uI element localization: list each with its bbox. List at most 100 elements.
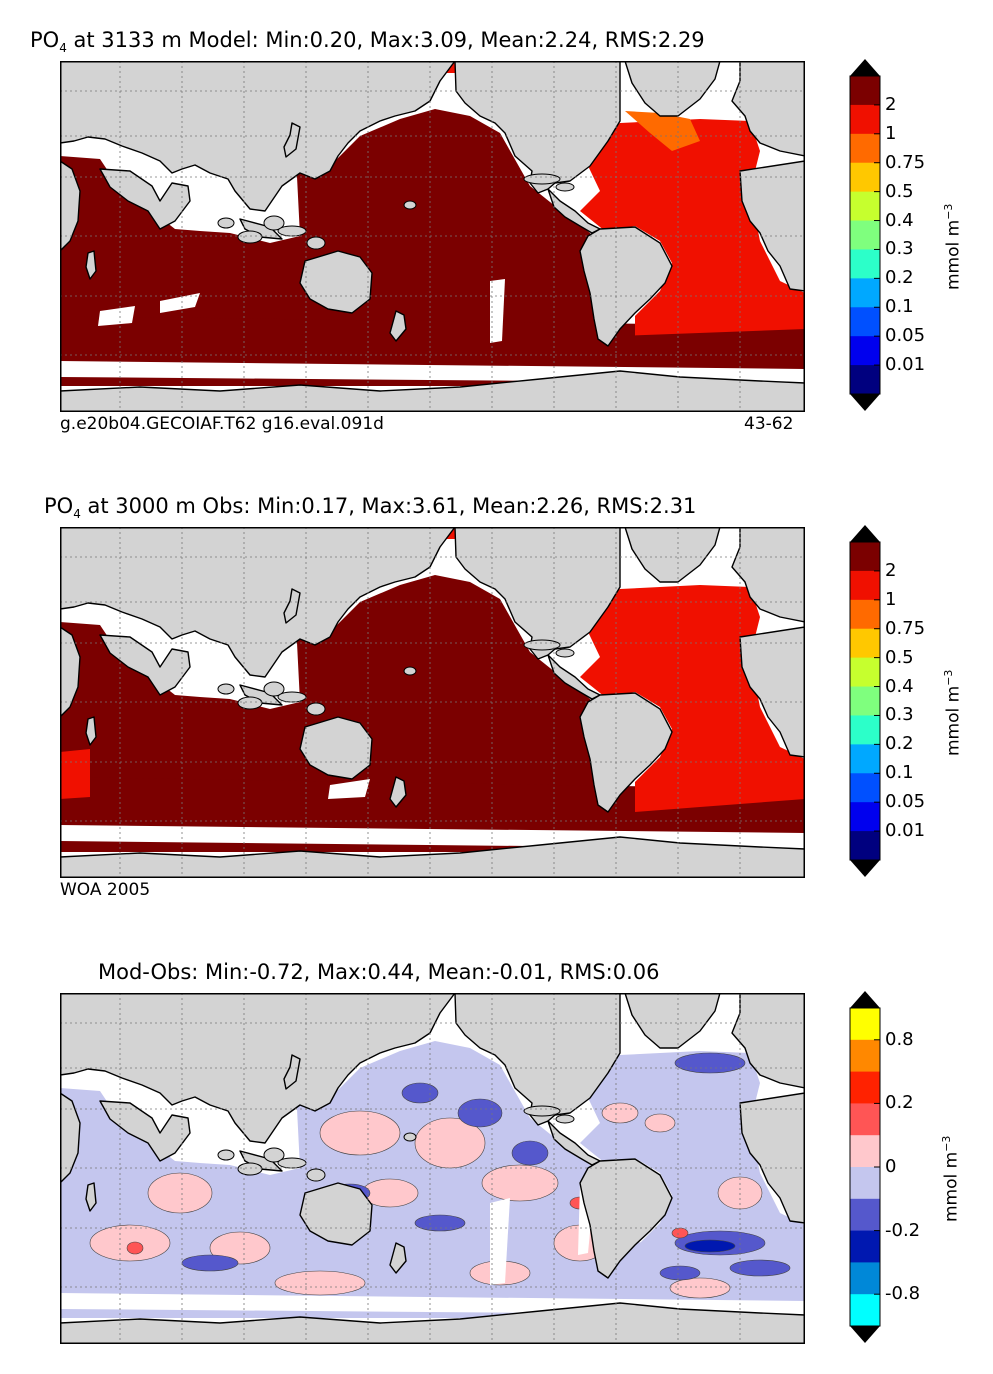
land-island [217,683,235,695]
land-island [306,1168,326,1182]
map-frame [60,61,805,412]
colorbar-min-arrow [850,860,880,877]
colorbar-tick-label: -0.8 [885,1283,921,1305]
colorbar-obs [849,525,881,877]
colorbar-cell [850,831,880,861]
land-japan [283,122,301,158]
land-antarctica [60,370,805,412]
obs-po4-map [60,527,805,878]
colorbar-tick-label: 0.4 [885,675,914,697]
land-australia [299,716,373,780]
land-island [403,1132,417,1142]
nordic-seas-fill [625,111,700,151]
colorbar-tick-label: 1 [885,122,897,144]
land-arabia_india [99,1100,191,1162]
colorbar-cell [850,1039,880,1073]
land-nz [389,776,407,808]
anomaly-patch [729,1259,791,1277]
map-frame [60,993,805,1344]
colorbar-tick-label: 0.1 [885,762,914,784]
colorbar-tick-label: 2 [885,93,897,115]
colorbar-tick-label: 0.2 [885,267,914,289]
land-island [217,1149,235,1161]
colorbar-tick-label: 0.75 [885,617,926,639]
deep-pacific-fill [60,109,805,386]
southern-atlantic-fill [620,329,805,356]
colorbar-cell [850,599,880,630]
obs-source-label: WOA 2005 [60,880,151,900]
land-island [277,225,307,237]
land-eurasia [60,993,456,1144]
colorbar-cell [850,249,880,279]
land-southam [579,692,673,813]
land-island [237,696,263,710]
land-americas [454,61,621,194]
colorbar-cell [850,802,880,832]
anomaly-patch [401,1082,439,1104]
land-island [403,666,417,676]
land-island [237,1162,263,1176]
no-data-region [160,293,200,313]
colorbar-tick-label: 0.5 [885,180,914,202]
colorbar-cell [850,1230,880,1263]
colorbar-cell [850,773,880,803]
land-arabia_india [99,168,191,230]
colorbar-tick-label: 0.3 [885,704,914,726]
colorbar-cell [850,104,880,135]
colorbar-tick-label: 0.5 [885,646,914,668]
anomaly-patch [644,1113,676,1133]
anomaly-patch [481,1164,559,1202]
colorbar-cell [850,657,880,688]
colorbar-tick-label: 0.1 [885,296,914,318]
colorbar-model [849,59,881,411]
land-island [263,215,285,231]
anomaly-patch [274,1270,366,1296]
panel2-title: PO4 at 3000 m Obs: Min:0.17, Max:3.61, M… [44,494,697,522]
land-island [306,702,326,716]
land-australia [299,1182,373,1246]
colorbar-cell [850,744,880,774]
panel1-title: PO4 at 3133 m Model: Min:0.20, Max:3.09,… [30,28,705,56]
colorbar-tick-label: 0.3 [885,238,914,260]
no-data-region [328,779,370,799]
colorbar-cell [850,76,880,106]
colorbar-cell [850,1008,880,1041]
colorbar-tick-label: 0.4 [885,209,914,231]
land-island [277,1157,307,1169]
anomaly-patch [147,1172,213,1214]
anomaly-patch [126,1241,144,1255]
land-island [555,182,575,192]
run-id-label: g.e20b04.GECOIAF.T62 g16.eval.091d [60,414,384,434]
colorbar-diff [849,991,881,1343]
land-africa_w [60,160,81,252]
map-frame [60,527,805,878]
anomaly-patch [319,1110,401,1156]
land-island [555,648,575,658]
land-island [263,681,285,697]
colorbar-frame [849,541,881,861]
colorbar-tick-label: 0.2 [885,733,914,755]
no-data-region [98,306,135,326]
colorbar-cell [850,1262,880,1295]
colorbar-cell [850,1135,880,1168]
colorbar-cell [850,1198,880,1232]
colorbar-cell [850,1167,880,1200]
colorbar-obs-unit: mmol m−3 [942,669,964,756]
colorbar-min-arrow [850,394,880,411]
land-island [263,1147,285,1163]
indian-west-fill [60,749,90,799]
land-australia [299,250,373,314]
colorbar-cell [850,686,880,716]
anomaly-patch [684,1239,736,1253]
anomaly-patch [414,1214,466,1232]
panel3-title: Mod-Obs: Min:-0.72, Max:0.44, Mean:-0.01… [98,960,660,984]
colorbar-model-unit: mmol m−3 [942,203,964,290]
anomaly-patch [674,1052,746,1074]
land-antarctica [60,836,805,878]
land-japan [283,1054,301,1090]
land-island [217,217,235,229]
land-arabia_india [99,634,191,696]
land-japan [283,588,301,624]
land-africa [739,160,805,292]
land-island [237,230,263,244]
